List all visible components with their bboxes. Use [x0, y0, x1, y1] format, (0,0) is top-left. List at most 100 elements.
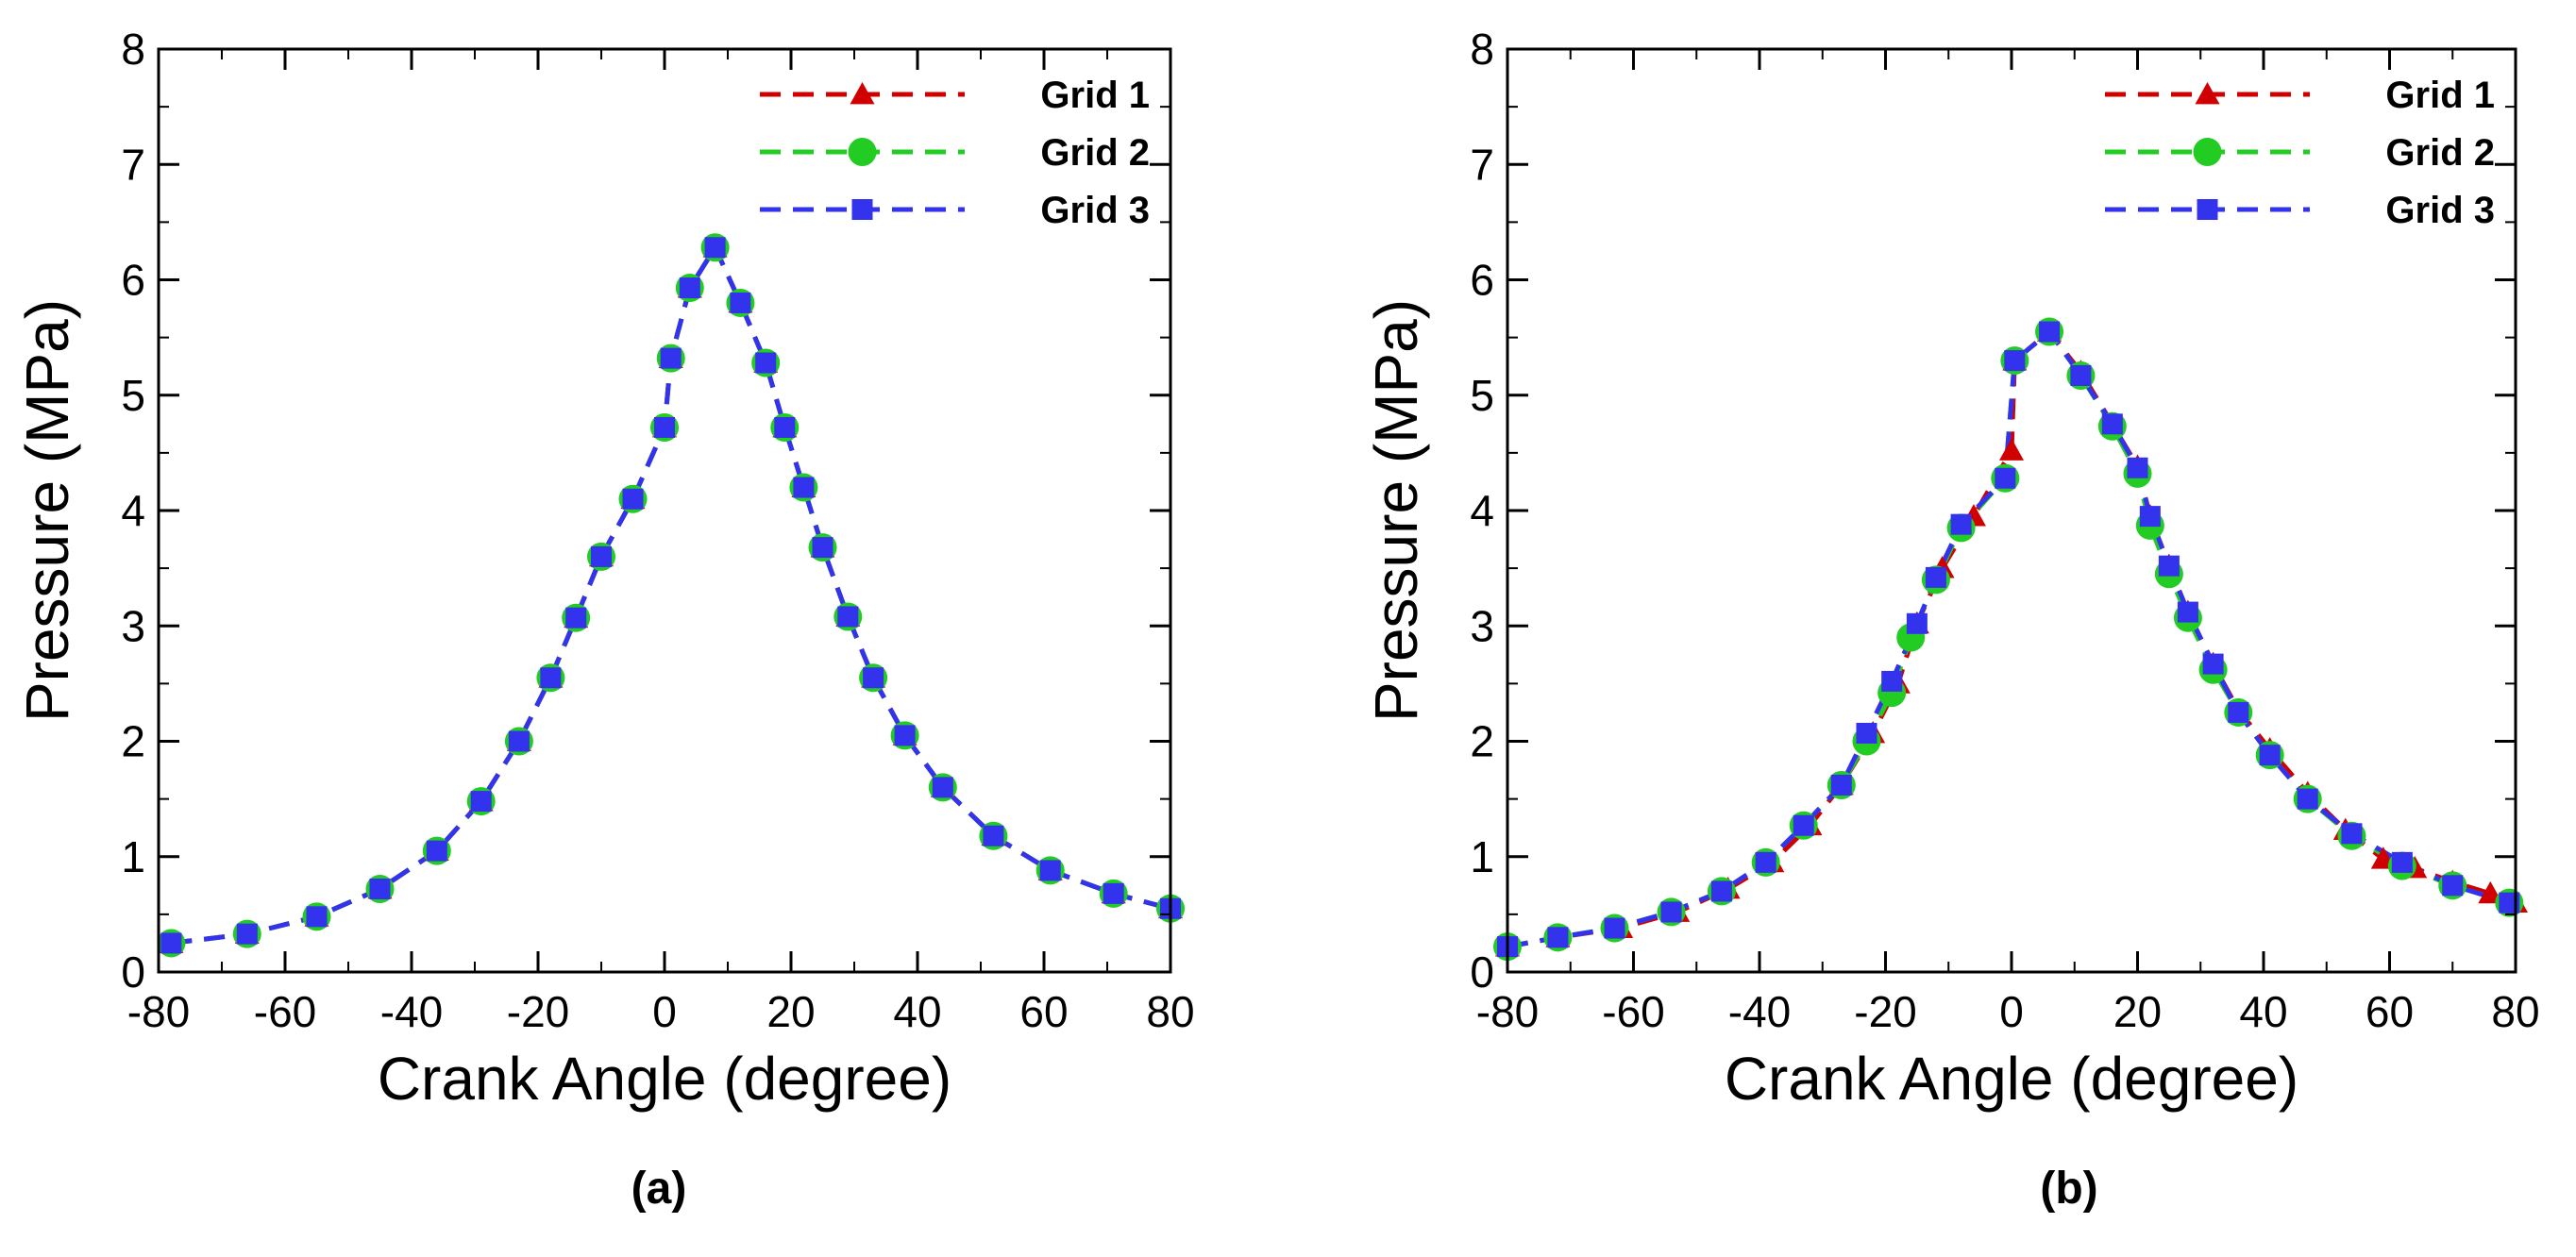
panel-a-series-3-point: [894, 725, 916, 746]
panel-b-series-3-line: [1507, 327, 2511, 949]
panel-b-y-tick-label: 8: [1470, 25, 1494, 74]
panel-b-x-tick-label: 60: [2366, 987, 2414, 1036]
panel-a-series-3-point: [704, 237, 726, 259]
panel-b-series-3-point: [1856, 722, 1877, 744]
panel-a-legend-marker-2: [848, 138, 877, 166]
panel-a-series-3-point: [540, 667, 562, 689]
panel-a-series-3-point: [774, 416, 796, 438]
panel-a-series-3-point: [679, 277, 700, 299]
panel-a-x-tick-label: -80: [127, 987, 190, 1036]
panel-a-series-3-point: [1039, 860, 1061, 881]
panel-b-series-3-point: [2101, 413, 2123, 435]
panel-a-x-tick-label: -60: [254, 987, 316, 1036]
panel-a-legend-label-3: Grid 3: [1040, 190, 1150, 231]
panel-b-series-3-point: [2039, 321, 2061, 343]
panel-b-series-2-line: [1507, 327, 2511, 949]
panel-b-y-tick-label: 5: [1470, 371, 1494, 420]
panel-a-y-tick-label: 1: [121, 832, 145, 881]
panel-a-series-3-point: [755, 352, 777, 374]
panel-a-series-3-point: [793, 477, 815, 498]
panel-b-y-tick-label: 4: [1470, 486, 1494, 535]
panel-a-series-2-markers: [157, 233, 1185, 958]
panel-b-series-3-point: [2297, 788, 2318, 810]
panel-b-y-tick-label: 1: [1470, 832, 1494, 881]
panel-b-series-3-point: [2391, 851, 2413, 873]
panel-a-series-3-line: [171, 243, 1171, 946]
panel-a-legend-marker-1: [850, 82, 875, 105]
panel-b-x-tick-label: 40: [2239, 987, 2287, 1036]
panel-b-series-3-point: [2127, 457, 2148, 478]
panel-b-legend-marker-3: [2197, 199, 2218, 220]
panel-b-series-3-point: [1995, 467, 2016, 489]
panel-a-series-3-point: [622, 488, 644, 510]
panel-b-x-tick-label: -80: [1476, 987, 1539, 1036]
panel-a-series-3-point: [470, 791, 492, 813]
panel-a-series-3-point: [306, 906, 328, 928]
panel-b-y-tick-label: 2: [1470, 717, 1494, 766]
panel-a-series-3-point: [983, 825, 1004, 846]
panel-b-series-3-point: [2004, 350, 2026, 372]
panel-a-x-tick-label: 80: [1146, 987, 1194, 1036]
panel-b-legend-label-3: Grid 3: [2385, 190, 2495, 231]
panel-b-series-3-point: [1660, 901, 1682, 923]
panel-b-y-tick-label: 7: [1470, 140, 1494, 189]
panel-b-series-1-line: [1507, 327, 2517, 949]
panel-a-series-3-point: [654, 416, 675, 438]
panel-b-series-3-point: [2259, 745, 2281, 766]
panel-a-x-tick-label: 20: [766, 987, 815, 1036]
panel-b-x-axis-label: Crank Angle (degree): [1725, 1045, 2298, 1113]
panel-b-series-3-point: [1950, 513, 1972, 535]
panel-b-x-tick-label: 80: [2491, 987, 2539, 1036]
panel-a-legend-label-2: Grid 2: [1040, 132, 1150, 174]
panel-a-y-tick-label: 6: [121, 256, 145, 305]
panel-a-series-3-point: [812, 537, 833, 559]
panel-b-y-tick-label: 3: [1470, 601, 1494, 650]
panel-a-series-3-point: [426, 840, 447, 862]
panel-a-y-tick-label: 7: [121, 140, 145, 189]
panel-a-x-tick-label: -40: [380, 987, 443, 1036]
panel-a-series-3-point: [730, 292, 751, 313]
panel-a-series-3-point: [1103, 882, 1124, 904]
panel-b-series-3-point: [1881, 670, 1903, 692]
panel-a-x-tick-label: -20: [507, 987, 569, 1036]
panel-a-legend: Grid 1 Grid 2 Grid 3: [760, 75, 1150, 231]
panel-b-legend: Grid 1 Grid 2 Grid 3: [2105, 75, 2495, 231]
panel-a-series-3-point: [508, 730, 530, 752]
panel-a-plot-frame: [157, 47, 1172, 974]
panel-b-series-3-point: [2158, 555, 2180, 577]
panel-b-series-3-point: [1604, 917, 1625, 939]
panel-a-series-3-point: [369, 878, 391, 899]
panel-a-x-tick-label: 40: [893, 987, 941, 1036]
panel-a-chart: -80 -60 -40 -20 0 20 40 60 80 0 1 2 3 4 5 6 7 8 Crank Angl…: [13, 25, 1195, 1113]
panel-a-series-3-point: [160, 932, 182, 954]
panel-a-caption: (a): [631, 1164, 687, 1214]
panel-b-x-tick-label: 20: [2113, 987, 2162, 1036]
panel-a-y-tick-label: 4: [121, 486, 145, 535]
panel-b-series-1-point: [1999, 438, 2024, 461]
panel-b-series-3-point: [2341, 823, 2363, 845]
panel-b-legend-label-1: Grid 1: [2385, 75, 2495, 116]
panel-b-series-3-point: [2228, 701, 2249, 723]
panel-a-x-axis-label: Crank Angle (degree): [378, 1045, 951, 1113]
panel-b-series-3-point: [2442, 875, 2464, 897]
panel-b-series-3-point: [2177, 601, 2198, 623]
panel-b-series-3-point: [1547, 927, 1569, 948]
panel-b-x-tick-label: -20: [1854, 987, 1916, 1036]
panel-b-series-3-point: [1710, 880, 1732, 902]
panel-b-legend-marker-1: [2195, 82, 2220, 105]
panel-a-x-tick-label: 0: [652, 987, 677, 1036]
panel-a-series-3-point: [236, 923, 258, 945]
panel-b-series-3-point: [2202, 653, 2224, 675]
panel-b-x-tick-label: -60: [1602, 987, 1664, 1036]
panel-b-legend-label-2: Grid 2: [2385, 132, 2495, 174]
panel-b-caption: (b): [2040, 1164, 2098, 1214]
panel-a-legend-marker-3: [851, 199, 873, 220]
panel-a-y-tick-label: 0: [121, 947, 145, 997]
panel-a-series-3-point: [837, 606, 859, 628]
panel-a-y-tick-label: 8: [121, 25, 145, 74]
panel-b-legend-marker-2: [2193, 138, 2222, 166]
panel-b-series-3-point: [2070, 364, 2092, 386]
panel-a-series-3-point: [863, 667, 884, 689]
panel-b-series-3-point: [1755, 851, 1776, 873]
